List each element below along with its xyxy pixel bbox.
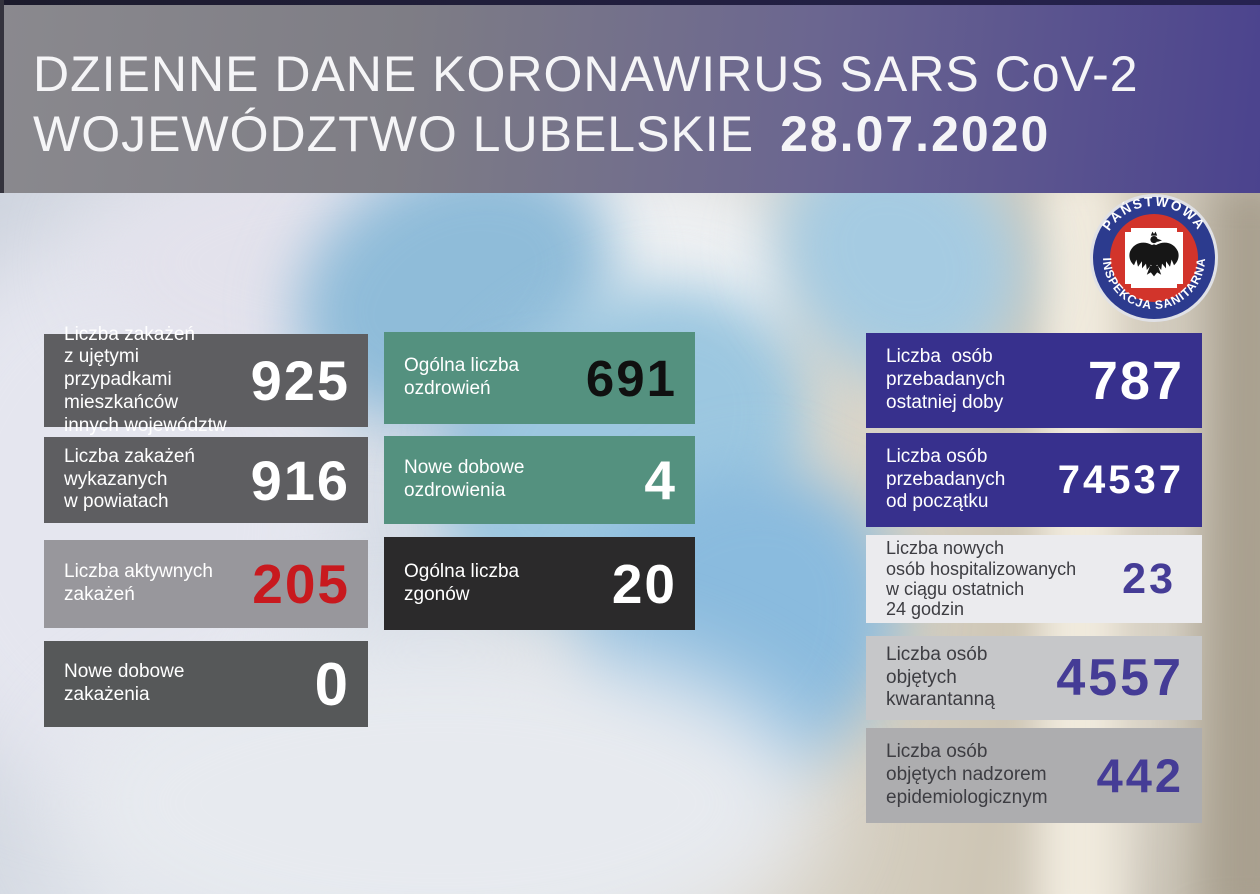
decorative-blob <box>1205 193 1260 894</box>
stat-value: 74537 <box>1057 457 1184 502</box>
stat-value: 205 <box>252 553 350 615</box>
report-date: 28.07.2020 <box>780 106 1051 162</box>
stat-value: 0 <box>314 650 350 718</box>
stat-value: 787 <box>1087 350 1184 411</box>
stat-value: 916 <box>250 448 350 512</box>
stat-label: Liczba aktywnych zakażeń <box>64 561 213 605</box>
stat-card-new-hospitalized-24h: Liczba nowych osób hospitalizowanych w c… <box>866 535 1202 623</box>
stat-label: Nowe dobowe ozdrowienia <box>404 457 525 501</box>
stat-value: 4 <box>644 449 677 511</box>
stat-card-tested-total: Liczba osób przebadanych od początku 745… <box>866 433 1202 527</box>
sanitary-inspection-badge-icon: PAŃSTWOWA INSPEKCJA SANITARNA <box>1090 194 1218 322</box>
stat-label: Liczba osób przebadanych ostatniej doby <box>886 346 1006 413</box>
title-line-1: DZIENNE DANE KORONAWIRUS SARS CoV-2 <box>33 46 1139 102</box>
polish-eagle-icon <box>1129 231 1179 277</box>
stat-value: 23 <box>1122 554 1176 603</box>
stat-label: Liczba osób objętych nadzorem epidemiolo… <box>886 741 1048 808</box>
stat-label: Ogólna liczba ozdrowień <box>404 355 520 399</box>
stat-card-total-deaths: Ogólna liczba zgonów 20 <box>384 537 695 630</box>
stat-card-epidemiological-surveillance: Liczba osób objętych nadzorem epidemiolo… <box>866 728 1202 823</box>
stat-card-infections-in-counties: Liczba zakażeń wykazanych w powiatach 91… <box>44 437 368 523</box>
stat-card-new-daily-recoveries: Nowe dobowe ozdrowienia 4 <box>384 436 695 524</box>
page-title: DZIENNE DANE KORONAWIRUS SARS CoV-2 WOJE… <box>33 44 1139 164</box>
header-banner: DZIENNE DANE KORONAWIRUS SARS CoV-2 WOJE… <box>0 0 1260 193</box>
stat-value: 925 <box>250 349 350 412</box>
stat-label: Liczba osób przebadanych od początku <box>886 445 1006 513</box>
title-region: WOJEWÓDZTWO LUBELSKIE <box>33 106 755 162</box>
stat-value: 691 <box>585 349 677 407</box>
stat-card-tested-last-day: Liczba osób przebadanych ostatniej doby … <box>866 333 1202 428</box>
stat-card-total-recoveries: Ogólna liczba ozdrowień 691 <box>384 332 695 424</box>
stat-card-infections-incl-other-voivodeships: Liczba zakażeń z ujętymi przypadkami mie… <box>44 324 368 436</box>
stat-value: 442 <box>1096 749 1184 802</box>
stat-card-active-infections: Liczba aktywnych zakażeń 205 <box>44 540 368 628</box>
sanitary-inspection-logo: PAŃSTWOWA INSPEKCJA SANITARNA <box>1088 192 1220 324</box>
stat-card-new-daily-infections: Nowe dobowe zakażenia 0 <box>44 641 368 727</box>
stat-label: Liczba osób objętych kwarantanną <box>886 643 995 711</box>
stat-label: Liczba nowych osób hospitalizowanych w c… <box>886 538 1077 620</box>
stat-value: 4557 <box>1056 649 1184 707</box>
stat-label: Liczba zakażeń z ujętymi przypadkami mie… <box>64 323 227 436</box>
stat-label: Liczba zakażeń wykazanych w powiatach <box>64 445 195 513</box>
title-line-2: WOJEWÓDZTWO LUBELSKIE 28.07.2020 <box>33 104 1139 164</box>
stat-value: 20 <box>611 552 677 615</box>
stat-label: Nowe dobowe zakażenia <box>64 661 185 705</box>
stat-card-quarantined: Liczba osób objętych kwarantanną 4557 <box>866 636 1202 720</box>
stat-label: Ogólna liczba zgonów <box>404 560 520 605</box>
